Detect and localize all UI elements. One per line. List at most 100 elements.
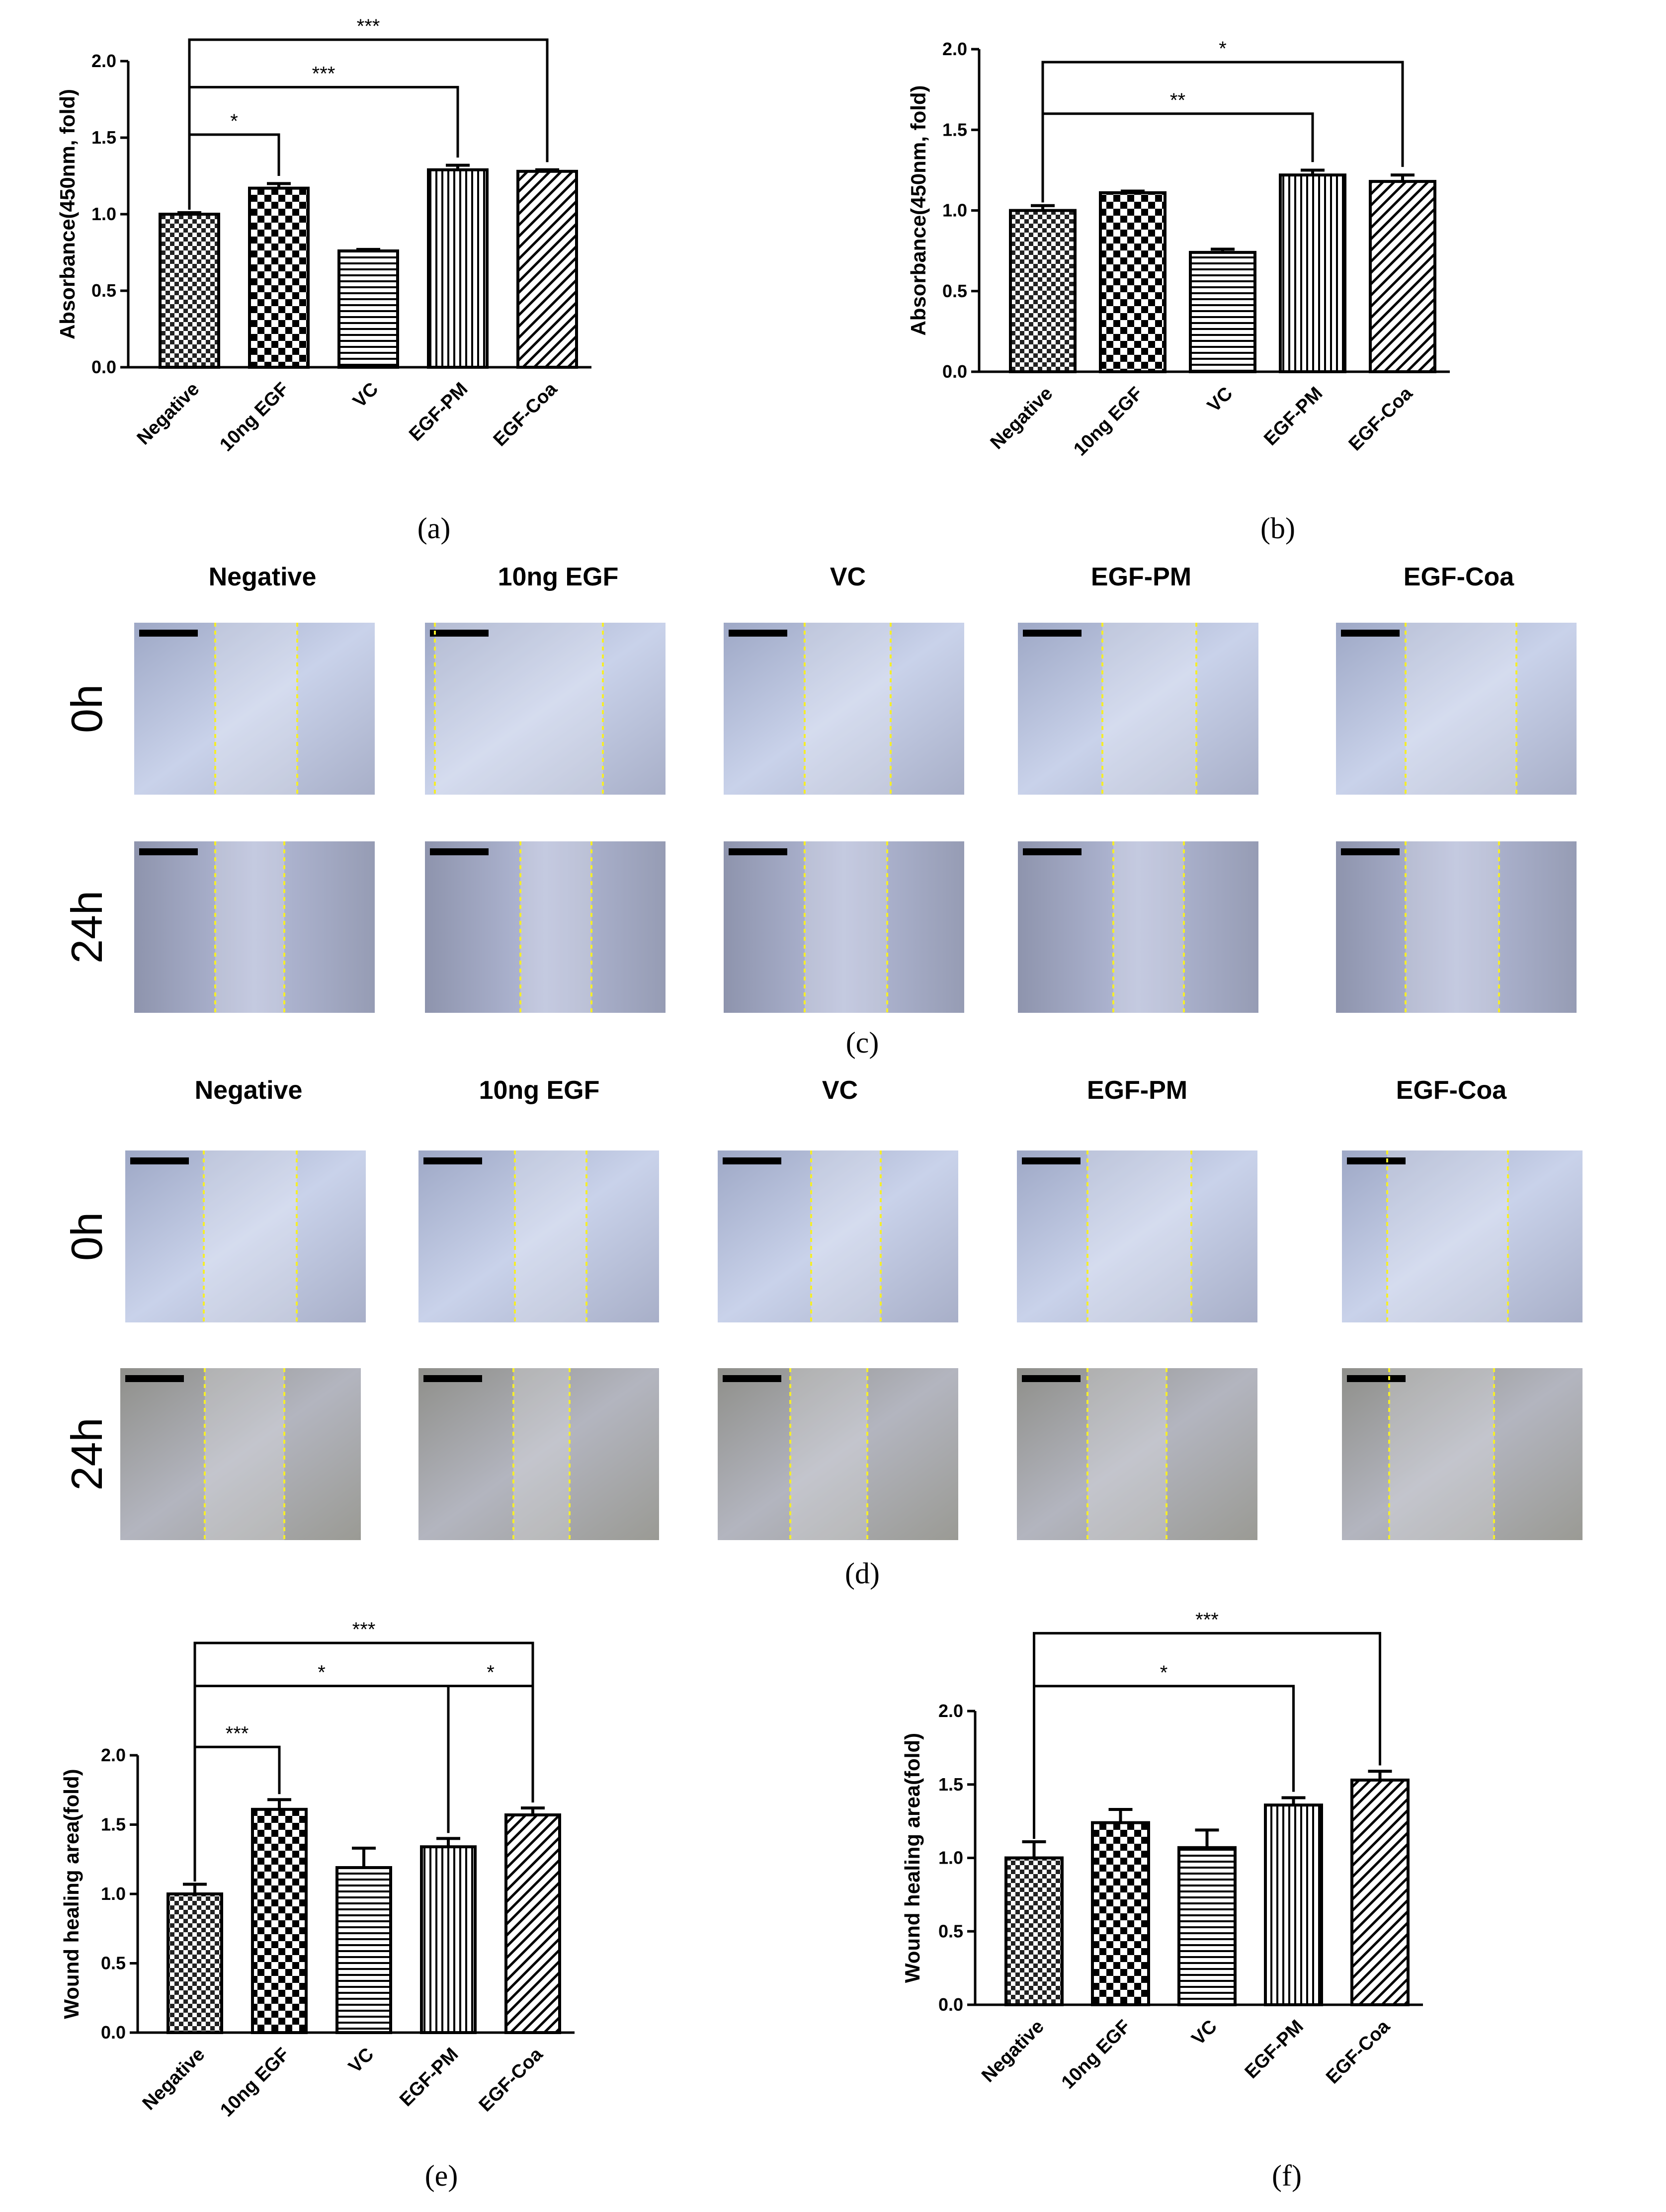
micrograph-field bbox=[418, 1150, 659, 1322]
micrograph-field bbox=[134, 623, 375, 795]
condition-header: EGF-PM bbox=[1087, 1076, 1187, 1105]
x-tick-label: EGF-PM bbox=[405, 379, 472, 445]
significance-label: *** bbox=[357, 15, 380, 37]
bar-egf-pm bbox=[427, 168, 489, 369]
scale-bar bbox=[139, 630, 198, 637]
wound-gap bbox=[1389, 1368, 1494, 1540]
micrograph-field bbox=[718, 1150, 958, 1322]
significance-label: *** bbox=[226, 1722, 249, 1744]
condition-header: Negative bbox=[209, 563, 317, 591]
scale-bar bbox=[1341, 630, 1400, 637]
scale-bar bbox=[729, 848, 787, 855]
bar-negative bbox=[167, 1892, 223, 2034]
wound-gap bbox=[215, 623, 297, 795]
panel-label-c: (c) bbox=[846, 1026, 879, 1059]
micrograph-image bbox=[724, 623, 964, 795]
panel-label-b: (b) bbox=[1260, 512, 1295, 545]
wound-gap bbox=[805, 841, 887, 1013]
micrograph-image bbox=[1017, 1150, 1257, 1322]
micrograph-grid-c: Negative 10ng EGF VC EGF-PM EGF-Coa 0h 24h bbox=[62, 563, 1577, 1013]
condition-header: Negative bbox=[195, 1076, 303, 1105]
micrograph-image bbox=[1336, 841, 1577, 1013]
wound-gap bbox=[204, 1150, 297, 1322]
error-bar bbox=[535, 168, 559, 171]
y-tick-label: 1.5 bbox=[942, 119, 967, 140]
wound-gap bbox=[805, 623, 891, 795]
scale-bar bbox=[1023, 630, 1082, 637]
scale-bar bbox=[423, 1375, 482, 1382]
micrograph-image bbox=[134, 623, 375, 795]
chart-b: 0.0 0.5 1.0 1.5 2.0 Absorbance(450nm, fold) Ne… bbox=[907, 38, 1450, 460]
micrograph-image bbox=[134, 841, 375, 1013]
x-tick-label: EGF-Coa bbox=[475, 2044, 547, 2116]
condition-header: 10ng EGF bbox=[479, 1076, 600, 1105]
micrograph-layer: Negative 10ng EGF VC EGF-PM EGF-Coa0h24hNega… bbox=[62, 563, 1583, 1540]
timepoint-label: 24h bbox=[62, 1418, 111, 1491]
micrograph-field bbox=[134, 841, 375, 1013]
condition-header: VC bbox=[830, 563, 866, 591]
bar-vc bbox=[1189, 250, 1256, 373]
significance-bracket bbox=[1041, 112, 1314, 203]
panel-label-d: (d) bbox=[845, 1557, 880, 1590]
x-tick-label: VC bbox=[1188, 2016, 1221, 2049]
condition-header: VC bbox=[822, 1076, 858, 1105]
scale-bar bbox=[1022, 1375, 1081, 1382]
micrograph-image bbox=[1342, 1368, 1583, 1540]
significance-bracket bbox=[1033, 1685, 1295, 1839]
micrograph-field bbox=[1017, 1368, 1257, 1540]
scale-bar bbox=[130, 1157, 189, 1164]
micrograph-image bbox=[418, 1150, 659, 1322]
significance-bracket bbox=[1041, 61, 1404, 203]
wound-gap bbox=[1102, 623, 1196, 795]
bar-negative bbox=[159, 213, 220, 369]
micrograph-field bbox=[1336, 841, 1577, 1013]
bar-egf-coa bbox=[1369, 180, 1436, 373]
y-tick-label: 2.0 bbox=[942, 39, 967, 59]
bar-egf-coa bbox=[504, 1813, 561, 2034]
scale-bar bbox=[430, 630, 489, 637]
significance-bracket bbox=[188, 85, 459, 210]
bar-negative bbox=[1004, 1856, 1064, 2006]
error-bar bbox=[1281, 1796, 1306, 1805]
micrograph-field bbox=[1017, 1150, 1257, 1322]
scale-bar bbox=[723, 1375, 781, 1382]
wound-gap bbox=[515, 1150, 586, 1322]
micrograph-field bbox=[425, 623, 666, 795]
wound-gap bbox=[1087, 1368, 1166, 1540]
micrograph-image bbox=[1018, 623, 1258, 795]
micrograph-image bbox=[125, 1150, 366, 1322]
y-tick-label: 1.5 bbox=[101, 1814, 126, 1835]
significance-label: *** bbox=[1195, 1609, 1219, 1631]
y-tick-label: 2.0 bbox=[938, 1701, 963, 1721]
scale-bar bbox=[1347, 1157, 1406, 1164]
x-tick-label: 10ng EGF bbox=[216, 379, 293, 456]
bar-egf-coa bbox=[516, 169, 578, 369]
bar-vc bbox=[335, 1866, 392, 2034]
significance-label: * bbox=[487, 1662, 495, 1684]
x-tick-label: Negative bbox=[987, 383, 1057, 454]
significance-label: * bbox=[318, 1662, 326, 1684]
micrograph-field bbox=[125, 1150, 366, 1322]
error-bar bbox=[1031, 204, 1055, 211]
y-tick-label: 0.5 bbox=[938, 1921, 963, 1941]
x-tick-label: VC bbox=[344, 2044, 378, 2077]
micrograph-field bbox=[120, 1368, 361, 1540]
micrograph-field bbox=[724, 841, 964, 1013]
significance-bracket bbox=[193, 1685, 450, 1882]
micrograph-field bbox=[1018, 841, 1258, 1013]
bar-10ng-egf bbox=[1091, 1821, 1150, 2007]
wound-gap bbox=[205, 1368, 284, 1540]
bar-egf-pm bbox=[420, 1845, 477, 2034]
significance-label: *** bbox=[312, 63, 335, 84]
x-tick-label: EGF-Coa bbox=[490, 378, 562, 450]
significance-label: *** bbox=[352, 1619, 376, 1640]
y-tick-label: 1.5 bbox=[938, 1774, 963, 1795]
x-tick-label: VC bbox=[349, 379, 382, 412]
y-tick-label: 1.0 bbox=[942, 200, 967, 221]
condition-header: 10ng EGF bbox=[498, 563, 619, 591]
y-tick-label: 0.5 bbox=[942, 281, 967, 301]
error-bar bbox=[267, 182, 291, 188]
significance-label: ** bbox=[1170, 89, 1185, 111]
micrograph-field bbox=[718, 1368, 958, 1540]
